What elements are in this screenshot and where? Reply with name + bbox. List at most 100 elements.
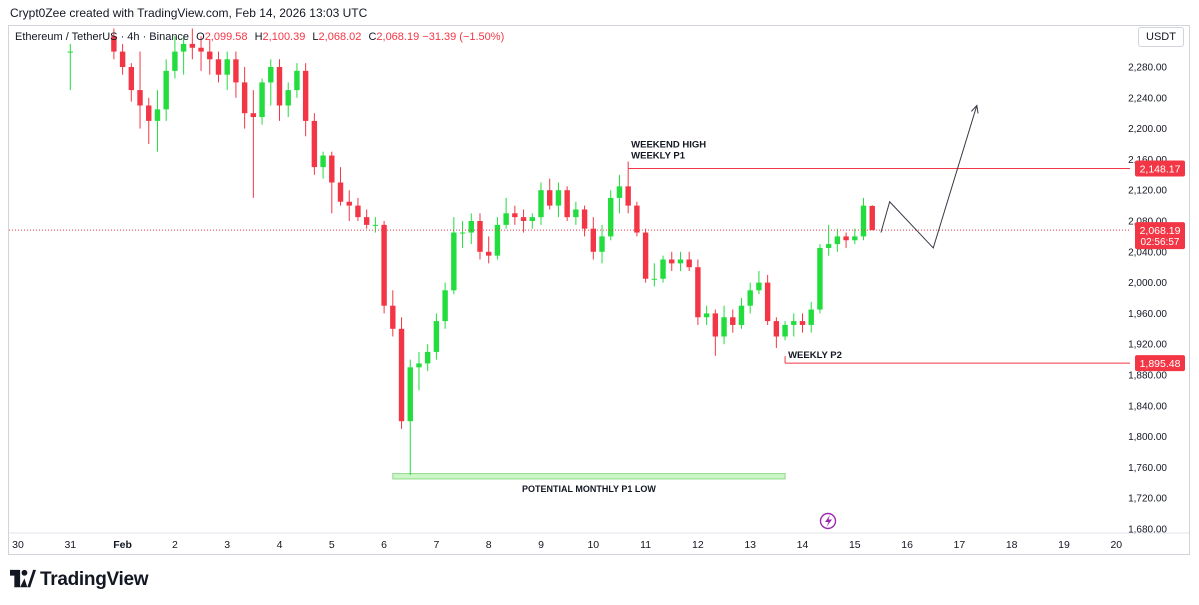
zone-label: POTENTIAL MONTHLY P1 LOW (522, 484, 656, 494)
candle-body (712, 313, 719, 337)
candle[interactable] (834, 228, 841, 252)
candle[interactable] (259, 78, 265, 125)
candle-body (538, 190, 544, 218)
candle[interactable] (154, 90, 161, 152)
candle[interactable] (860, 197, 867, 241)
candle[interactable] (547, 178, 553, 210)
candle[interactable] (756, 271, 762, 295)
candle[interactable] (791, 313, 797, 337)
candle[interactable] (695, 259, 701, 325)
candle[interactable] (224, 51, 230, 91)
candle[interactable] (398, 317, 405, 429)
candle[interactable] (581, 205, 588, 237)
candle[interactable] (625, 168, 631, 214)
candle[interactable] (477, 213, 483, 260)
candle[interactable] (660, 255, 666, 283)
candle[interactable] (555, 182, 562, 218)
candle[interactable] (346, 190, 352, 221)
candle[interactable] (590, 217, 597, 260)
candle[interactable] (311, 113, 318, 175)
candle[interactable] (738, 298, 745, 329)
candle[interactable] (320, 151, 326, 179)
candle[interactable] (390, 290, 396, 337)
candle[interactable] (485, 236, 492, 264)
candle[interactable] (424, 344, 431, 372)
candle[interactable] (773, 317, 780, 349)
candle[interactable] (573, 201, 579, 225)
candle[interactable] (233, 51, 239, 98)
candle[interactable] (782, 321, 788, 341)
candle[interactable] (799, 313, 806, 333)
candle[interactable] (538, 182, 544, 225)
candle[interactable] (268, 59, 274, 106)
candle[interactable] (180, 36, 187, 75)
level-price-label[interactable]: 1,895.48 (1135, 355, 1185, 372)
candle[interactable] (459, 221, 466, 248)
candle[interactable] (67, 43, 74, 91)
candle[interactable] (302, 63, 309, 137)
candle[interactable] (337, 167, 344, 206)
candle[interactable] (442, 282, 448, 329)
candle[interactable] (825, 224, 832, 256)
candle[interactable] (599, 224, 605, 264)
candle[interactable] (189, 28, 196, 60)
tradingview-brand[interactable]: TradingView (10, 569, 149, 591)
candle[interactable] (407, 359, 413, 476)
candle[interactable] (207, 40, 213, 75)
candle[interactable] (198, 36, 204, 71)
candle[interactable] (634, 201, 640, 237)
candle[interactable] (843, 232, 849, 248)
support-zone[interactable] (392, 473, 786, 480)
candle[interactable] (852, 228, 858, 245)
candle[interactable] (712, 309, 719, 356)
candle[interactable] (276, 59, 283, 121)
candle[interactable] (503, 197, 509, 229)
candle[interactable] (686, 251, 692, 272)
candle[interactable] (137, 51, 143, 129)
candle[interactable] (869, 205, 875, 231)
candle[interactable] (381, 221, 387, 314)
candle[interactable] (363, 209, 370, 229)
candle[interactable] (747, 282, 753, 314)
candle[interactable] (163, 59, 169, 121)
candle[interactable] (241, 67, 248, 129)
candle[interactable] (529, 213, 535, 229)
candle[interactable] (494, 217, 501, 260)
candle[interactable] (520, 209, 527, 233)
candle[interactable] (564, 186, 570, 221)
candle[interactable] (146, 97, 152, 144)
candle[interactable] (651, 263, 658, 287)
candle[interactable] (451, 217, 457, 295)
candle[interactable] (119, 43, 126, 75)
candle[interactable] (512, 205, 518, 225)
candle[interactable] (730, 309, 736, 333)
candle[interactable] (294, 63, 300, 98)
candle[interactable] (250, 90, 257, 198)
candle[interactable] (215, 51, 222, 83)
candle[interactable] (677, 251, 684, 272)
level-price-label[interactable]: 2,148.17 (1135, 160, 1185, 177)
candle[interactable] (355, 197, 361, 221)
projection-path[interactable] (880, 105, 978, 249)
candle[interactable] (172, 36, 178, 79)
candle[interactable] (608, 190, 614, 241)
candle[interactable] (817, 244, 823, 314)
candle[interactable] (128, 63, 135, 102)
candle[interactable] (808, 301, 814, 333)
candle[interactable] (111, 28, 117, 60)
candle[interactable] (329, 151, 335, 214)
currency-button[interactable]: USDT (1138, 27, 1184, 47)
lightning-icon[interactable] (819, 512, 837, 530)
candle[interactable] (721, 305, 727, 345)
candle[interactable] (285, 82, 291, 118)
candle[interactable] (416, 351, 422, 391)
candle[interactable] (764, 274, 771, 325)
candle[interactable] (669, 251, 675, 272)
candle[interactable] (703, 305, 710, 325)
candle[interactable] (433, 313, 440, 360)
candle[interactable] (642, 228, 649, 283)
candle[interactable] (616, 174, 623, 214)
candle[interactable] (468, 213, 474, 245)
